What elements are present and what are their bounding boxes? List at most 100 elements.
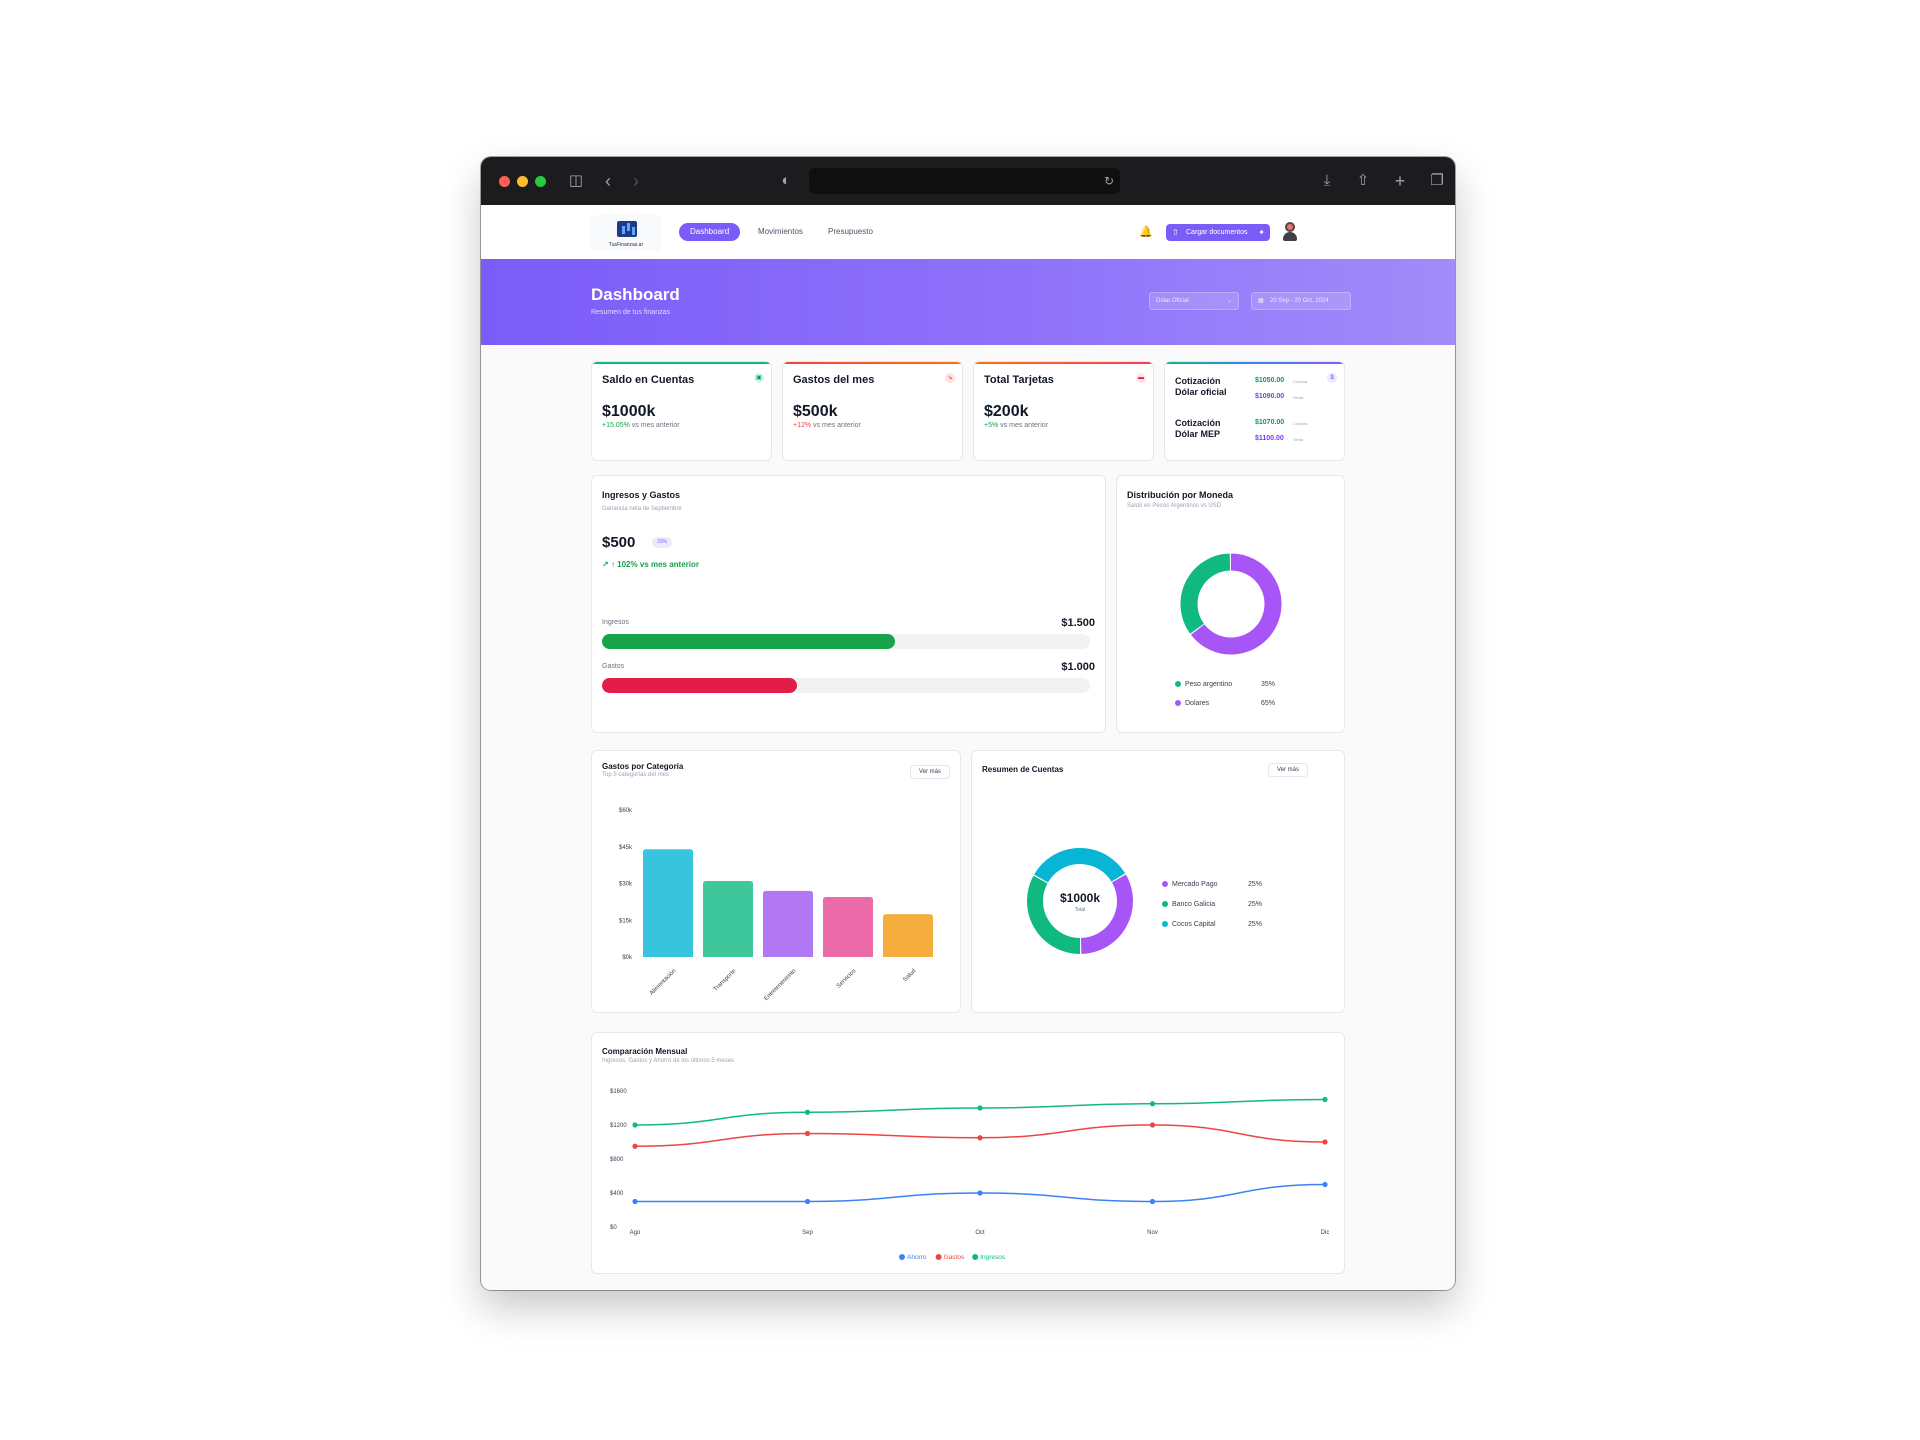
fx-mep-sell: $1100.00 (1255, 435, 1284, 442)
stat-card-tarjetas[interactable]: Total Tarjetas ▬ $200k +5% vs mes anteri… (973, 361, 1154, 461)
bar-4[interactable] (883, 914, 933, 957)
data-point[interactable] (1149, 1101, 1156, 1107)
data-point[interactable] (1322, 1139, 1328, 1145)
nav-movimientos[interactable]: Movimientos (758, 227, 803, 236)
notifications-bell-icon[interactable]: 🔔 (1139, 226, 1153, 238)
y-tick-label: $15k (619, 918, 633, 924)
y-tick-label: $1200 (610, 1123, 627, 1129)
stat-card-cotizacion[interactable]: $ Cotización Dólar oficial $1050.00 Comp… (1164, 361, 1345, 461)
card-title: Gastos por Categoría (602, 762, 684, 771)
minimize-window-button[interactable] (517, 176, 528, 187)
data-point[interactable] (977, 1135, 983, 1141)
logo-text: TusFinanzas.ar (608, 242, 644, 248)
card-title: Distribución por Moneda (1127, 490, 1234, 500)
card-subtitle: Ganancia neta de Septiembre (602, 506, 682, 512)
trend-down-icon: ↘ (945, 373, 955, 383)
y-tick-label: $400 (610, 1191, 624, 1197)
data-point[interactable] (977, 1190, 983, 1196)
share-icon[interactable]: ⇧ (1356, 172, 1370, 189)
donut-slice-0 (1034, 848, 1126, 883)
stat-title: Total Tarjetas (984, 374, 1054, 386)
calendar-icon: ▦ (1258, 298, 1264, 304)
page-title: Dashboard (591, 285, 680, 304)
x-tick-label: Dic (1321, 1230, 1330, 1236)
wallet-icon: ▣ (754, 373, 764, 383)
privacy-shield-icon[interactable]: ◐ (781, 172, 791, 189)
currency-select[interactable]: Dólar Oficial ⌄ (1149, 292, 1239, 310)
x-tick-label: Ago (630, 1230, 641, 1236)
upload-documents-button[interactable]: ⇧ Cargar documentos ✦ (1166, 224, 1270, 241)
trend-text: ↗ ↑ 102% vs mes anterior (602, 560, 699, 569)
close-window-button[interactable] (499, 176, 510, 187)
forward-icon[interactable]: › (633, 171, 639, 191)
reload-icon[interactable]: ↻ (1103, 174, 1115, 188)
data-point[interactable] (1322, 1096, 1328, 1103)
bar-2[interactable] (763, 890, 813, 957)
dashboard-header: Dashboard Resumen de tus finanzas Dólar … (481, 259, 1455, 345)
stat-change: +12% vs mes anterior (793, 422, 861, 429)
nav-dashboard[interactable]: Dashboard (679, 223, 741, 241)
stat-card-gastos[interactable]: Gastos del mes ↘ $500k +12% vs mes anter… (782, 361, 963, 461)
card-title: Resumen de Cuentas (982, 765, 1064, 774)
category-expenses-card: Gastos por Categoría Top 5 categorías de… (591, 750, 961, 1013)
legend-label: Ingresos (980, 1254, 1006, 1261)
tab-overview-icon[interactable]: ❐ (1430, 172, 1444, 189)
downloads-icon[interactable]: ⤓ (1323, 172, 1331, 189)
data-point[interactable] (1322, 1181, 1328, 1188)
data-point[interactable] (632, 1198, 638, 1205)
net-badge: 33% (652, 537, 673, 548)
card-subtitle: Saldo en Pesos Argentinos vs USD (1127, 503, 1222, 509)
zoom-window-button[interactable] (535, 176, 546, 187)
expense-bar-fill (602, 678, 798, 693)
monthly-line-chart: $0 $400 $800 $1200 $1600 Ago Sep Oct Nov Dic Ahorr… (610, 1089, 1330, 1261)
view-more-categories-button[interactable]: Ver más (910, 765, 951, 779)
donut-slice-1 (1080, 874, 1133, 954)
chevron-down-icon: ⌄ (1226, 298, 1232, 304)
accounts-summary-card: Resumen de Cuentas Ver más $1000k Total … (971, 750, 1345, 1013)
card-title: Comparación Mensual (602, 1047, 688, 1056)
dollar-icon: $ (1327, 373, 1337, 383)
x-tick-label: Transporte (713, 968, 738, 993)
legend-label: Ahorro (907, 1254, 927, 1261)
stat-card-saldo[interactable]: Saldo en Cuentas ▣ $1000k +15.05% vs mes… (591, 361, 772, 461)
net-income-value: $500 (602, 534, 636, 551)
y-tick-label: $0k (622, 955, 633, 961)
bar-3[interactable] (823, 896, 873, 957)
address-bar[interactable]: ↻ (809, 168, 1120, 194)
fx-oficial-sell-tag: Venta (1293, 395, 1304, 400)
data-point[interactable] (977, 1105, 983, 1111)
nav-presupuesto[interactable]: Presupuesto (828, 227, 873, 236)
sidebar-toggle-icon[interactable]: ◫ (568, 172, 584, 189)
currency-distribution-card: Distribución por Moneda Saldo en Pesos A… (1116, 475, 1345, 733)
browser-window: ◫ ‹ › ◐ ↻ ⤓ ⇧ + ❐ TusFinanzas.ar Dashboa… (481, 157, 1455, 1290)
legend-label: Gastos (944, 1254, 965, 1261)
stat-change: +15.05% vs mes anterior (602, 422, 680, 429)
browser-titlebar: ◫ ‹ › ◐ ↻ ⤓ ⇧ + ❐ (481, 157, 1455, 205)
data-point[interactable] (1149, 1122, 1156, 1128)
stat-value: $200k (984, 403, 1029, 420)
income-bar-value: $1.500 (1061, 617, 1095, 629)
x-tick-label: Sep (802, 1230, 813, 1236)
data-point[interactable] (804, 1109, 811, 1115)
view-more-accounts-button[interactable]: Ver más (1268, 763, 1309, 777)
fx-mep-buy-tag: Compra (1293, 421, 1308, 426)
x-tick-label: Nov (1147, 1230, 1158, 1236)
accounts-total-value: $1000k (1059, 891, 1101, 905)
data-point[interactable] (632, 1122, 638, 1128)
data-point[interactable] (1149, 1198, 1156, 1205)
new-tab-icon[interactable]: + (1394, 171, 1406, 191)
logo[interactable]: TusFinanzas.ar (591, 215, 661, 251)
x-tick-label: Oct (975, 1230, 985, 1236)
bar-0[interactable] (643, 849, 693, 957)
y-tick-label: $45k (619, 845, 633, 851)
y-tick-label: $60k (619, 808, 633, 814)
date-range-picker[interactable]: ▦ 20 Sep - 20 Oct, 2024 (1251, 292, 1351, 310)
back-icon[interactable]: ‹ (605, 171, 611, 191)
data-point[interactable] (632, 1143, 638, 1149)
data-point[interactable] (804, 1198, 811, 1205)
user-avatar[interactable] (1281, 222, 1299, 242)
income-expense-card: Ingresos y Gastos Ganancia neta de Septi… (591, 475, 1106, 733)
bar-1[interactable] (703, 881, 753, 957)
logo-chart-icon (617, 221, 637, 237)
data-point[interactable] (804, 1130, 811, 1137)
